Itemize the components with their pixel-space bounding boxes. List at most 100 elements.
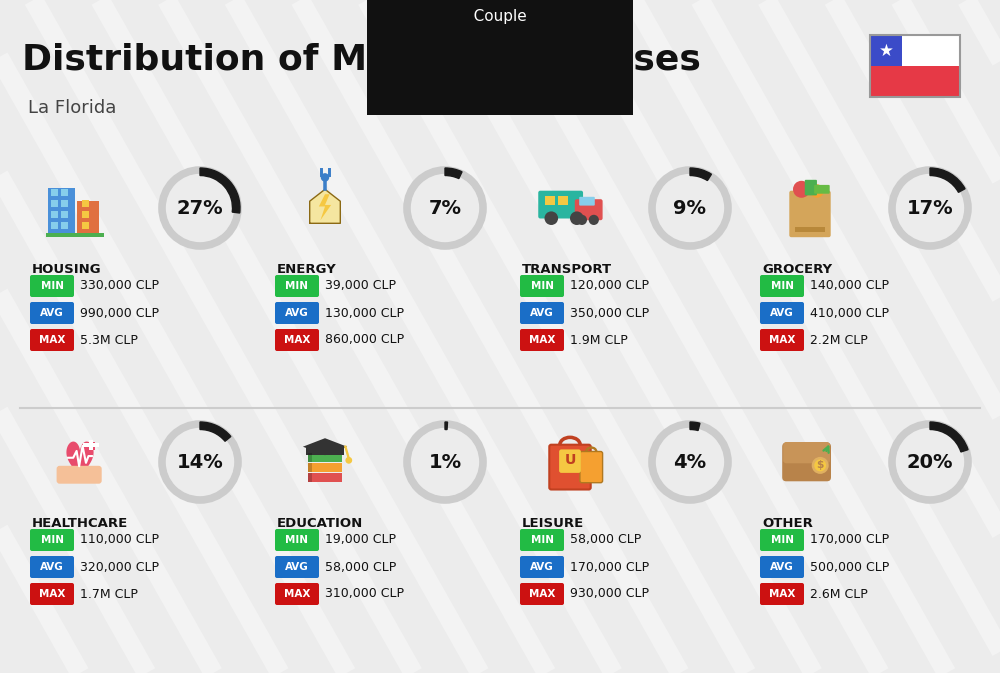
Text: MAX: MAX [529, 589, 555, 599]
Text: 1%: 1% [428, 452, 462, 472]
Text: 330,000 CLP: 330,000 CLP [80, 279, 159, 293]
Circle shape [589, 215, 599, 225]
Circle shape [166, 174, 234, 242]
Text: 410,000 CLP: 410,000 CLP [810, 306, 889, 320]
Circle shape [321, 173, 329, 182]
Circle shape [570, 211, 584, 225]
Text: 19,000 CLP: 19,000 CLP [325, 534, 396, 546]
Text: AVG: AVG [285, 308, 309, 318]
Text: 170,000 CLP: 170,000 CLP [570, 561, 649, 573]
Text: 140,000 CLP: 140,000 CLP [810, 279, 889, 293]
FancyBboxPatch shape [579, 197, 595, 205]
Text: Distribution of Monthly Expenses: Distribution of Monthly Expenses [22, 43, 701, 77]
FancyBboxPatch shape [520, 302, 564, 324]
Text: MIN: MIN [770, 535, 794, 545]
Text: 2.2M CLP: 2.2M CLP [810, 334, 868, 347]
FancyBboxPatch shape [580, 452, 603, 483]
Wedge shape [690, 168, 711, 180]
Text: AVG: AVG [770, 308, 794, 318]
FancyBboxPatch shape [89, 440, 93, 450]
Circle shape [656, 428, 724, 496]
Text: 120,000 CLP: 120,000 CLP [570, 279, 649, 293]
Polygon shape [319, 194, 331, 220]
FancyBboxPatch shape [814, 185, 830, 194]
Text: 990,000 CLP: 990,000 CLP [80, 306, 159, 320]
FancyBboxPatch shape [61, 211, 68, 218]
Text: AVG: AVG [40, 308, 64, 318]
Text: MAX: MAX [769, 589, 795, 599]
FancyBboxPatch shape [520, 529, 564, 551]
FancyBboxPatch shape [870, 66, 960, 97]
FancyBboxPatch shape [275, 583, 319, 605]
Text: 320,000 CLP: 320,000 CLP [80, 561, 159, 573]
Text: AVG: AVG [530, 562, 554, 572]
Circle shape [812, 457, 829, 474]
Wedge shape [200, 168, 240, 213]
FancyBboxPatch shape [57, 466, 102, 484]
Text: HOUSING: HOUSING [32, 263, 102, 276]
FancyBboxPatch shape [77, 201, 99, 235]
FancyBboxPatch shape [783, 442, 830, 463]
FancyBboxPatch shape [760, 329, 804, 351]
Text: ★: ★ [879, 42, 894, 59]
Text: 170,000 CLP: 170,000 CLP [810, 534, 889, 546]
Text: MAX: MAX [769, 335, 795, 345]
Text: MIN: MIN [286, 281, 308, 291]
Text: Couple: Couple [459, 9, 541, 24]
Text: 1.9M CLP: 1.9M CLP [570, 334, 628, 347]
Text: 130,000 CLP: 130,000 CLP [325, 306, 404, 320]
Wedge shape [930, 168, 965, 192]
Text: TRANSPORT: TRANSPORT [522, 263, 612, 276]
Text: U: U [564, 454, 576, 467]
FancyBboxPatch shape [520, 329, 564, 351]
Text: 930,000 CLP: 930,000 CLP [570, 588, 649, 600]
Text: $: $ [817, 460, 824, 470]
Text: 20%: 20% [907, 452, 953, 472]
Text: LEISURE: LEISURE [522, 517, 584, 530]
Text: 58,000 CLP: 58,000 CLP [325, 561, 396, 573]
Polygon shape [310, 189, 340, 223]
Circle shape [411, 428, 479, 496]
Wedge shape [690, 422, 700, 431]
Circle shape [577, 215, 587, 225]
FancyBboxPatch shape [308, 473, 312, 483]
FancyBboxPatch shape [275, 275, 319, 297]
FancyBboxPatch shape [61, 189, 68, 196]
Circle shape [411, 174, 479, 242]
Text: MAX: MAX [284, 589, 310, 599]
Circle shape [896, 428, 964, 496]
FancyBboxPatch shape [51, 201, 58, 207]
Text: AVG: AVG [770, 562, 794, 572]
FancyBboxPatch shape [805, 180, 817, 195]
Wedge shape [200, 422, 231, 441]
FancyBboxPatch shape [789, 190, 831, 237]
Text: 39,000 CLP: 39,000 CLP [325, 279, 396, 293]
Text: 14%: 14% [177, 452, 223, 472]
FancyBboxPatch shape [902, 35, 960, 66]
Text: 500,000 CLP: 500,000 CLP [810, 561, 889, 573]
Polygon shape [66, 441, 94, 481]
FancyBboxPatch shape [46, 233, 104, 237]
Polygon shape [303, 438, 347, 455]
FancyBboxPatch shape [275, 556, 319, 578]
FancyBboxPatch shape [308, 453, 342, 462]
Circle shape [814, 460, 826, 471]
Text: GROCERY: GROCERY [762, 263, 832, 276]
FancyBboxPatch shape [51, 189, 58, 196]
Circle shape [166, 428, 234, 496]
FancyBboxPatch shape [275, 329, 319, 351]
Text: MAX: MAX [39, 589, 65, 599]
FancyBboxPatch shape [575, 199, 603, 220]
Text: 110,000 CLP: 110,000 CLP [80, 534, 159, 546]
Text: 2.6M CLP: 2.6M CLP [810, 588, 868, 600]
FancyBboxPatch shape [760, 583, 804, 605]
FancyBboxPatch shape [306, 447, 344, 455]
FancyBboxPatch shape [30, 556, 74, 578]
Text: MIN: MIN [40, 535, 64, 545]
FancyBboxPatch shape [87, 441, 95, 450]
Text: AVG: AVG [40, 562, 64, 572]
FancyBboxPatch shape [308, 473, 342, 483]
Text: MIN: MIN [530, 281, 554, 291]
FancyBboxPatch shape [795, 227, 825, 232]
FancyBboxPatch shape [61, 223, 68, 229]
